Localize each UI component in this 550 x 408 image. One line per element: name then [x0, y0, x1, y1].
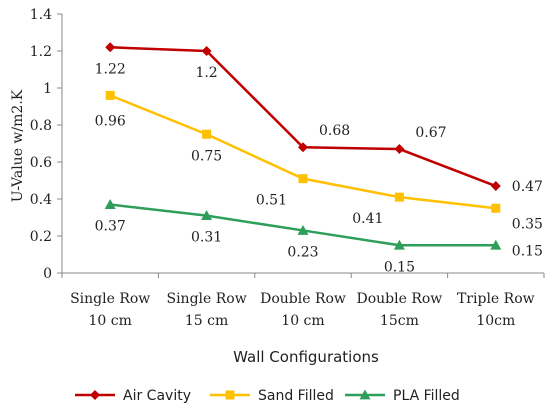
series-line [110, 203, 496, 247]
data-label: 0.15 [384, 259, 415, 275]
x-tick-label: Double Row 15cm [356, 291, 442, 329]
y-tick-label: 0.6 [30, 155, 52, 171]
x-tick-label-line: Single Row [166, 291, 246, 307]
data-point [297, 224, 309, 235]
y-tick-label: 1 [43, 81, 52, 97]
y-tick-label: 1.4 [30, 7, 52, 23]
data-point [490, 181, 501, 192]
data-point [105, 42, 116, 53]
y-ticks: 0 0.2 0.4 0.6 0.8 1 1.2 1.4 [30, 7, 62, 282]
x-tick-label-line: Double Row [356, 291, 442, 307]
data-label: 0.37 [95, 219, 126, 235]
y-tick-label: 0.8 [30, 118, 52, 134]
x-tick-label-line: Single Row [70, 291, 150, 307]
axes [61, 14, 544, 274]
x-axis-label: Wall Configurations [233, 348, 379, 366]
data-label: 0.67 [415, 125, 446, 141]
data-label: 0.35 [512, 216, 543, 232]
data-point [298, 142, 308, 153]
x-tick-label-line: 10 cm [89, 313, 132, 329]
data-point [394, 192, 404, 202]
x-tick-label-line: 15cm [380, 313, 419, 329]
y-tick-label: 0.4 [30, 192, 52, 208]
x-tick-label-line: Triple Row [457, 291, 535, 307]
data-label: 0.68 [319, 123, 350, 139]
y-tick-label: 0 [43, 266, 52, 282]
data-label: 0.96 [95, 113, 126, 129]
legend-marker [359, 389, 371, 400]
data-point [202, 129, 212, 139]
y-tick-label: 0.2 [30, 229, 52, 245]
y-axis-label: U-Value w/m2.K [10, 89, 26, 202]
legend-marker [90, 390, 100, 400]
data-label: 0.41 [352, 211, 383, 227]
data-point [393, 239, 405, 250]
x-tick-label: Single Row 10 cm [70, 291, 150, 329]
legend-marker [225, 390, 235, 400]
series-line [110, 46, 497, 188]
data-label: 0.47 [512, 179, 543, 195]
legend-label: PLA Filled [393, 388, 460, 404]
data-point [201, 210, 213, 221]
data-label: 1.22 [95, 61, 126, 77]
x-tick-label: Double Row 10 cm [260, 291, 346, 329]
x-tick-label-line: 15 cm [185, 313, 228, 329]
data-label: 0.75 [191, 148, 222, 164]
data-point [105, 90, 115, 100]
x-tick-label: Single Row 15 cm [166, 291, 246, 329]
y-tick-label: 1.2 [30, 44, 52, 60]
series-group [104, 42, 502, 250]
legend-label: Sand Filled [258, 388, 334, 404]
x-tick-label-line: Double Row [260, 291, 346, 307]
x-tick-label-line: 10cm [476, 313, 515, 329]
data-point [298, 174, 308, 184]
data-point [490, 239, 502, 250]
data-label: 0.31 [191, 230, 222, 246]
data-point [491, 203, 501, 213]
data-point [394, 144, 405, 155]
x-tick-label-line: 10 cm [281, 313, 324, 329]
data-label: 0.15 [512, 243, 543, 259]
data-label: 0.23 [287, 244, 318, 260]
data-label: 0.51 [256, 193, 287, 209]
data-label: 1.2 [195, 65, 217, 81]
legend: Air Cavity Sand Filled PLA Filled [75, 388, 460, 404]
data-point [201, 46, 212, 56]
x-ticks: Single Row 10 cm Single Row 15 cm Double Row… [61, 273, 545, 329]
data-labels: 1.22 1.2 0.68 0.67 0.47 0.96 0.75 0.51 0.41 0.35 0… [95, 61, 543, 275]
legend-label: Air Cavity [123, 388, 191, 404]
x-tick-label: Triple Row 10cm [457, 291, 535, 329]
data-point [104, 199, 116, 209]
